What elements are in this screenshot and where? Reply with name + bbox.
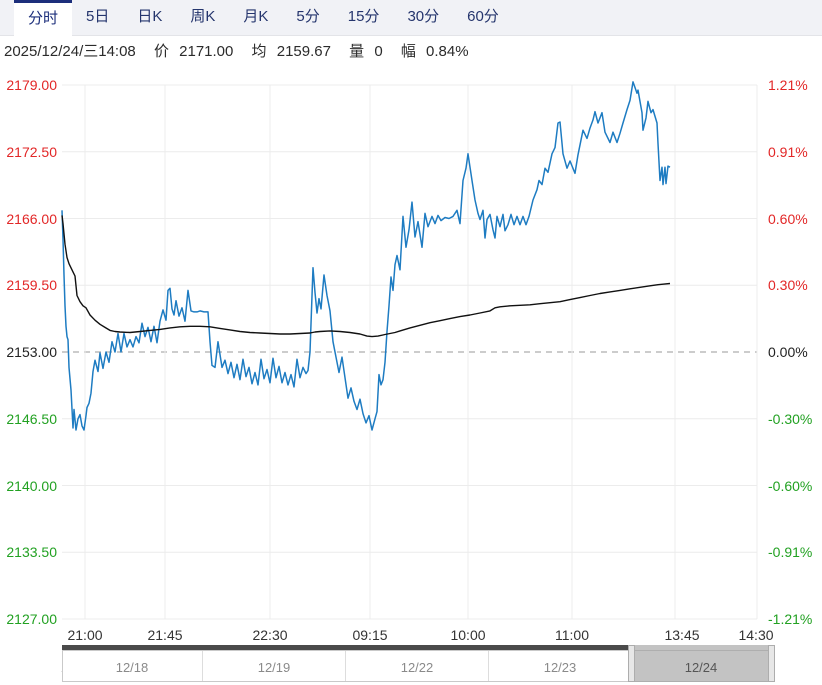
x-label-2100: 21:00 xyxy=(67,627,103,643)
avg-label: 均 xyxy=(251,43,267,60)
x-label-1430: 14:30 xyxy=(738,627,774,643)
navigator-date-1222[interactable]: 12/22 xyxy=(400,660,434,675)
range-value: 0.84% xyxy=(426,43,469,60)
tab-15min[interactable]: 15分 xyxy=(347,8,380,25)
y-right-label-3: 0.30% xyxy=(768,277,808,293)
x-label-1345: 13:45 xyxy=(664,627,700,643)
y-right-label-8: -1.21% xyxy=(768,611,813,627)
tab-day-k[interactable]: 日K xyxy=(137,8,163,25)
y-left-label-0: 2179.00 xyxy=(6,77,57,93)
avg-value: 2159.67 xyxy=(276,43,331,60)
tab-5day[interactable]: 5日 xyxy=(86,8,110,25)
navigator-separator xyxy=(488,651,489,681)
price-line xyxy=(61,81,671,431)
tab-60min[interactable]: 60分 xyxy=(467,8,499,25)
x-label-1100: 11:00 xyxy=(555,627,589,643)
volume-label: 量 xyxy=(349,43,365,60)
y-right-label-0: 1.21% xyxy=(768,77,808,93)
tab-5min[interactable]: 5分 xyxy=(296,8,320,25)
y-left-label-4: 2153.00 xyxy=(6,344,57,360)
y-left-label-2: 2166.00 xyxy=(6,211,57,227)
y-right-label-6: -0.60% xyxy=(768,478,813,494)
range-scrollbar[interactable] xyxy=(62,645,628,650)
x-label-1000: 10:00 xyxy=(450,627,486,643)
x-label-0915: 09:15 xyxy=(352,627,388,643)
navigator-date-1223[interactable]: 12/23 xyxy=(543,660,577,675)
quote-datetime: 2025/12/24/三14:08 xyxy=(4,43,136,60)
navigator-separator xyxy=(345,651,346,681)
quote-status-line: 2025/12/24/三14:08 价 2171.00 均 2159.67 量 … xyxy=(4,40,814,62)
y-left-label-1: 2172.50 xyxy=(6,144,57,160)
navigator-left-handle[interactable] xyxy=(628,645,635,682)
navigator-date-1218[interactable]: 12/18 xyxy=(115,660,149,675)
range-label: 幅 xyxy=(400,43,416,60)
x-label-2230: 22:30 xyxy=(252,627,288,643)
y-right-label-5: -0.30% xyxy=(768,411,813,427)
price-label: 价 xyxy=(153,43,169,60)
y-left-label-7: 2133.50 xyxy=(6,544,57,560)
y-left-label-6: 2140.00 xyxy=(6,478,57,494)
y-left-label-5: 2146.50 xyxy=(6,411,57,427)
period-tabbar: 分时 5日 日K 周K 月K 5分 15分 30分 60分 xyxy=(0,0,822,36)
navigator-date-1224[interactable]: 12/24 xyxy=(684,660,718,675)
volume-value: 0 xyxy=(374,43,383,60)
x-label-2145: 21:45 xyxy=(147,627,183,643)
price-value: 2171.00 xyxy=(179,43,234,60)
y-left-label-8: 2127.00 xyxy=(6,611,57,627)
tab-month-k[interactable]: 月K xyxy=(243,8,269,25)
y-right-label-4: 0.00% xyxy=(768,344,808,360)
navigator-right-handle[interactable] xyxy=(768,645,775,682)
y-right-label-1: 0.91% xyxy=(768,144,808,160)
tab-30min[interactable]: 30分 xyxy=(407,8,440,25)
navigator-date-1219[interactable]: 12/19 xyxy=(257,660,291,675)
navigator-separator xyxy=(202,651,203,681)
y-left-label-3: 2159.50 xyxy=(6,277,57,293)
y-right-label-2: 0.60% xyxy=(768,211,808,227)
tab-fenshi[interactable]: 分时 xyxy=(14,0,73,36)
y-right-label-7: -0.91% xyxy=(768,544,813,560)
navigator-selected-range[interactable] xyxy=(635,645,768,682)
average-line xyxy=(61,215,671,338)
tab-week-k[interactable]: 周K xyxy=(190,8,216,25)
